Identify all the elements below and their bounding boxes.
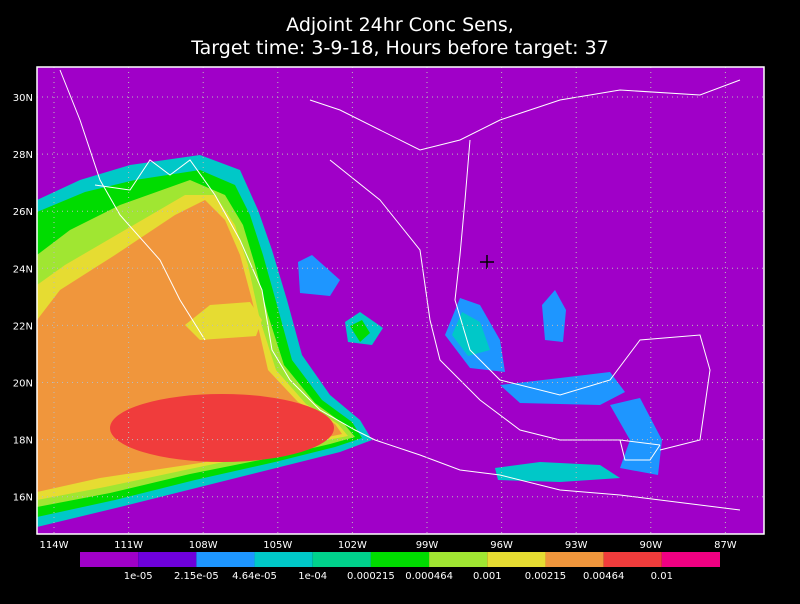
colorbar-box bbox=[80, 552, 139, 567]
colorbar: 1e-05 2.15e-05 4.64e-05 1e-04 0.000215 0.0004… bbox=[80, 552, 720, 582]
lon-label: 105W bbox=[263, 540, 292, 551]
colorbar-box bbox=[370, 552, 430, 567]
colorbar-box bbox=[196, 552, 255, 567]
colorbar-box bbox=[545, 552, 604, 567]
grid bbox=[37, 67, 764, 534]
colorbar-label: 0.000464 bbox=[405, 571, 453, 582]
target-marker bbox=[480, 255, 494, 269]
lon-label: 96W bbox=[490, 540, 513, 551]
colorbar-label: 1e-05 bbox=[124, 571, 153, 582]
colorbar-box bbox=[487, 552, 546, 567]
colorbar-label: 0.000215 bbox=[347, 571, 395, 582]
contour-fill bbox=[495, 462, 620, 482]
colorbar-label: 0.01 bbox=[651, 571, 673, 582]
lat-label: 18N bbox=[13, 436, 33, 447]
contour-fill bbox=[110, 394, 334, 462]
lon-label: 99W bbox=[416, 540, 439, 551]
colorbar-box bbox=[661, 552, 720, 567]
map-plot bbox=[36, 66, 765, 535]
border bbox=[309, 79, 741, 151]
lat-label: 30N bbox=[13, 93, 33, 104]
lon-label: 111W bbox=[114, 540, 143, 551]
colorbar-box bbox=[138, 552, 197, 567]
colorbar-label: 0.00464 bbox=[583, 571, 624, 582]
lon-label: 108W bbox=[189, 540, 218, 551]
frame bbox=[36, 66, 765, 535]
contour-fill bbox=[610, 398, 662, 475]
lon-label: 114W bbox=[40, 540, 69, 551]
coastline bbox=[454, 139, 711, 451]
colorbar-label: 0.001 bbox=[473, 571, 502, 582]
lon-label: 93W bbox=[565, 540, 588, 551]
colorbar-box bbox=[312, 552, 371, 567]
contour-fill bbox=[298, 255, 340, 296]
axis-labels: 30N 28N 26N 24N 22N 20N 18N 16N 114W 111W 108W 105W… bbox=[13, 93, 737, 551]
coastline bbox=[94, 159, 741, 511]
lon-label: 90W bbox=[639, 540, 662, 551]
lat-label: 20N bbox=[13, 379, 33, 390]
coastline bbox=[59, 69, 206, 341]
contour-fill bbox=[542, 290, 566, 342]
contour-fill bbox=[500, 372, 625, 405]
colorbar-box bbox=[429, 552, 488, 567]
lat-label: 26N bbox=[13, 207, 33, 218]
lat-label: 22N bbox=[13, 321, 33, 332]
lat-label: 28N bbox=[13, 150, 33, 161]
lat-label: 16N bbox=[13, 493, 33, 504]
contour-fill bbox=[350, 320, 370, 342]
lon-label: 87W bbox=[714, 540, 737, 551]
lat-label: 24N bbox=[13, 264, 33, 275]
colorbar-label: 4.64e-05 bbox=[232, 571, 277, 582]
contour-fill bbox=[185, 302, 262, 340]
colorbar-box bbox=[603, 552, 662, 567]
colorbar-label: 0.00215 bbox=[525, 571, 566, 582]
title-line2: Target time: 3-9-18, Hours before target… bbox=[190, 37, 609, 59]
title-line1: Adjoint 24hr Conc Sens, bbox=[286, 14, 514, 36]
colorbar-box bbox=[254, 552, 313, 567]
coastlines bbox=[59, 69, 741, 511]
lon-label: 102W bbox=[338, 540, 367, 551]
colorbar-label: 1e-04 bbox=[298, 571, 327, 582]
colorbar-label: 2.15e-05 bbox=[174, 571, 219, 582]
state-border bbox=[329, 159, 661, 446]
border bbox=[619, 439, 661, 461]
